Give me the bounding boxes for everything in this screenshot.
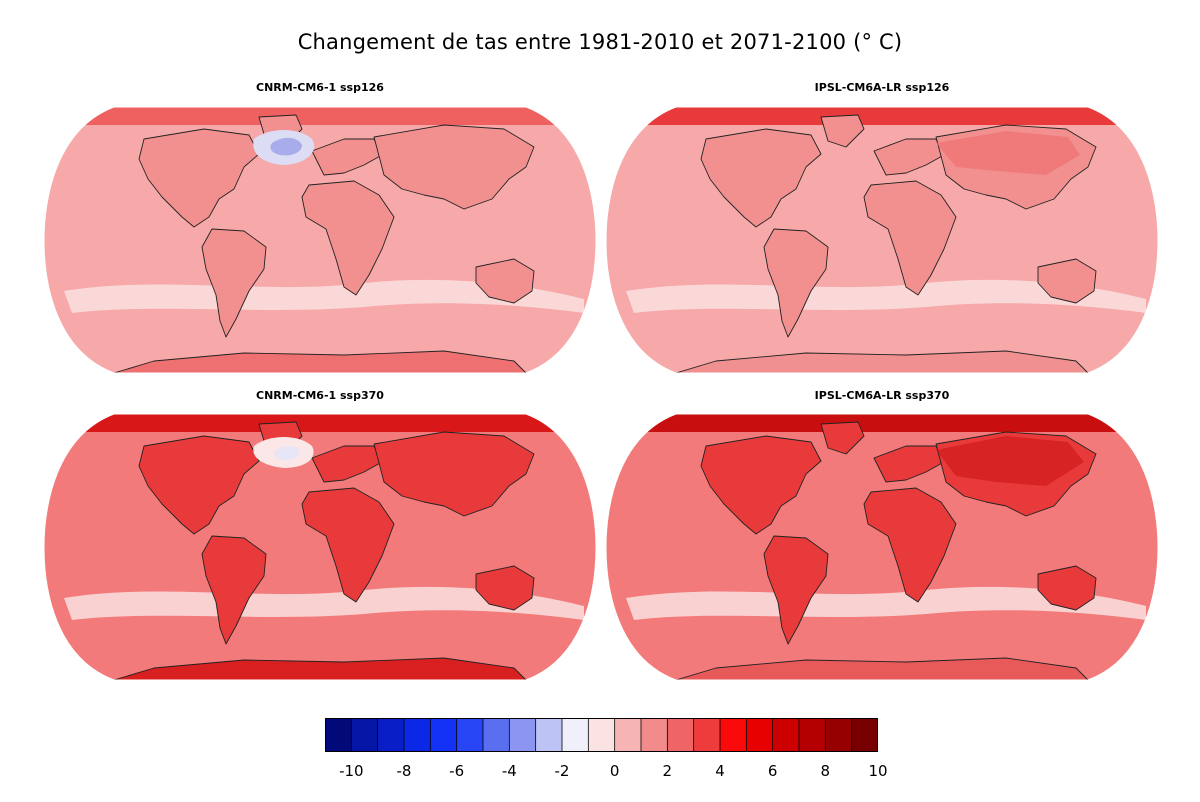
map-border <box>44 413 596 681</box>
colorbar-bin-15 <box>720 718 747 752</box>
colorbar-bin-10 <box>588 718 615 752</box>
colorbar-bin-18 <box>799 718 826 752</box>
southern-ocean-pale-band-shape-0 <box>64 586 584 620</box>
map-ipsl-ssp126 <box>606 99 1158 381</box>
continent-south-america <box>763 535 829 645</box>
southern-ocean-pale-band-shape-0 <box>626 279 1146 313</box>
map-cnrm-ssp370 <box>44 406 596 688</box>
map-svg-cnrm-ssp126 <box>44 106 596 374</box>
eurasia-warm-shape-0 <box>936 131 1080 175</box>
continent-africa <box>863 487 957 603</box>
colorbar-bin-16 <box>746 718 773 752</box>
continent-antarctica <box>113 657 527 680</box>
colorbar-bin-0 <box>325 718 352 752</box>
colorbar-bin-5 <box>456 718 484 752</box>
map-border <box>606 413 1158 681</box>
eurasia-hot-shape-0 <box>936 436 1084 486</box>
colorbar-bin-2 <box>377 718 405 752</box>
map-svg-cnrm-ssp370 <box>44 413 596 681</box>
map-cnrm-ssp126 <box>44 99 596 381</box>
continent-antarctica <box>675 350 1089 373</box>
continent-greenland <box>820 114 865 148</box>
colorbar-tick-label: 0 <box>609 762 620 780</box>
map-border <box>606 106 1158 374</box>
colorbar-bin-19 <box>825 718 852 752</box>
continent-asia <box>373 124 535 210</box>
colorbar-bin-4 <box>430 718 457 752</box>
colorbar-bin-11 <box>614 718 642 752</box>
colorbar-bin-6 <box>483 718 510 752</box>
map-border <box>44 106 596 374</box>
colorbar-tick-label: 4 <box>715 762 725 780</box>
arctic-band <box>606 414 1158 432</box>
map-svg-ipsl-ssp126 <box>606 106 1158 374</box>
continent-antarctica <box>675 657 1089 680</box>
colorbar-tick-label: -2 <box>554 762 570 780</box>
continent-antarctica <box>113 350 527 373</box>
colorbar-tick-label: 2 <box>662 762 673 780</box>
continent-north-america <box>138 435 260 535</box>
continent-europe <box>311 445 383 483</box>
colorbar-tick-label: -10 <box>339 762 364 780</box>
continent-australia <box>1037 258 1097 304</box>
continent-north-america <box>700 128 822 228</box>
colorbar-bin-12 <box>641 718 668 752</box>
map-svg-ipsl-ssp370 <box>606 413 1158 681</box>
continent-europe <box>311 138 383 176</box>
continent-south-america <box>201 228 267 338</box>
colorbar-bin-20 <box>851 718 878 752</box>
panel-title-ipsl-ssp126: IPSL-CM6A-LR ssp126 <box>814 81 950 94</box>
continent-australia <box>1037 565 1097 611</box>
panel-title-ipsl-ssp370: IPSL-CM6A-LR ssp370 <box>814 389 950 402</box>
colorbar-tick-label: -8 <box>396 762 412 780</box>
colorbar-bin-14 <box>693 718 721 752</box>
colorbar-bin-7 <box>509 718 536 752</box>
arctic-band <box>44 414 596 432</box>
panel-title-cnrm-ssp126: CNRM-CM6-1 ssp126 <box>256 81 384 94</box>
colorbar-bin-17 <box>772 718 800 752</box>
arctic-band <box>606 107 1158 125</box>
continent-asia <box>373 431 535 517</box>
continent-europe <box>873 445 945 483</box>
continent-greenland <box>820 421 865 455</box>
continent-australia <box>475 258 535 304</box>
panel-title-cnrm-ssp370: CNRM-CM6-1 ssp370 <box>256 389 384 402</box>
north-atlantic-cooling-blue-shape-1 <box>270 137 302 156</box>
north-atlantic-cooling-pale-shape-1 <box>274 446 300 461</box>
colorbar-tick-label: 8 <box>820 762 831 780</box>
continent-north-america <box>700 435 822 535</box>
colorbar-bin-3 <box>404 718 431 752</box>
arctic-band <box>44 107 596 125</box>
colorbar <box>325 718 878 752</box>
colorbar-tick-label: -6 <box>449 762 465 780</box>
southern-ocean-pale-band-shape-0 <box>626 586 1146 620</box>
colorbar-bin-13 <box>667 718 694 752</box>
southern-ocean-pale-band-shape-0 <box>64 279 584 313</box>
continent-australia <box>475 565 535 611</box>
colorbar-tick-label: 6 <box>767 762 778 780</box>
continent-north-america <box>138 128 260 228</box>
continent-europe <box>873 138 945 176</box>
colorbar-bin-9 <box>562 718 589 752</box>
colorbar-tick-label: -4 <box>501 762 517 780</box>
continent-africa <box>301 180 395 296</box>
colorbar-bin-1 <box>351 718 378 752</box>
continent-africa <box>863 180 957 296</box>
figure-title: Changement de tas entre 1981-2010 et 207… <box>297 30 903 54</box>
colorbar-bin-8 <box>535 718 563 752</box>
continent-south-america <box>201 535 267 645</box>
colorbar-tick-label: 10 <box>868 762 888 780</box>
map-ipsl-ssp370 <box>606 406 1158 688</box>
continent-africa <box>301 487 395 603</box>
continent-south-america <box>763 228 829 338</box>
colorbar-frame <box>325 718 878 752</box>
